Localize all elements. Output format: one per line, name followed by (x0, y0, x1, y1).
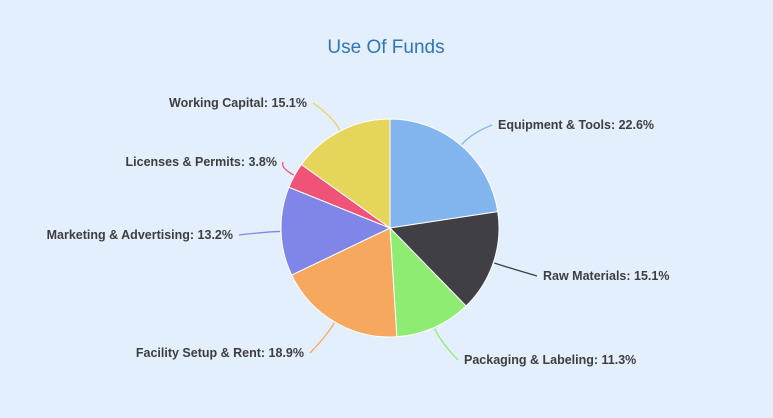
slice-labels: Equipment & Tools: 22.6% Raw Materials: 1… (47, 96, 670, 367)
pie-slice-packaging-and-labeling (389, 226, 467, 338)
slice-label-marketing-and-advertising: Marketing & Advertising: 13.2% (47, 228, 233, 242)
leader-line-marketing-and-advertising (238, 230, 281, 236)
pie-slices (280, 118, 500, 338)
leader-line-packaging-and-labeling (434, 328, 459, 361)
leader-line-licenses-and-permits (281, 161, 294, 176)
chart-title: Use Of Funds (327, 37, 444, 58)
pie-slice-marketing-and-advertising (280, 186, 392, 276)
slice-label-working-capital: Working Capital: 15.1% (169, 96, 307, 110)
pie-slice-working-capital (300, 118, 391, 229)
pie-slice-raw-materials (388, 211, 500, 307)
pie-slice-equipment-and-tools (389, 118, 499, 229)
leader-lines (238, 102, 538, 361)
leader-line-working-capital (312, 102, 341, 131)
leader-line-equipment-and-tools (461, 124, 493, 146)
slice-label-facility-setup-and-rent: Facility Setup & Rent: 18.9% (136, 346, 304, 360)
slice-label-raw-materials: Raw Materials: 15.1% (543, 269, 669, 283)
pie-slice-facility-setup-and-rent (290, 227, 398, 338)
slice-label-equipment-and-tools: Equipment & Tools: 22.6% (498, 118, 654, 132)
leader-line-facility-setup-and-rent (309, 322, 335, 354)
slice-label-packaging-and-labeling: Packaging & Labeling: 11.3% (464, 353, 636, 367)
slice-label-licenses-and-permits: Licenses & Permits: 3.8% (126, 155, 277, 169)
leader-line-raw-materials (494, 262, 538, 277)
